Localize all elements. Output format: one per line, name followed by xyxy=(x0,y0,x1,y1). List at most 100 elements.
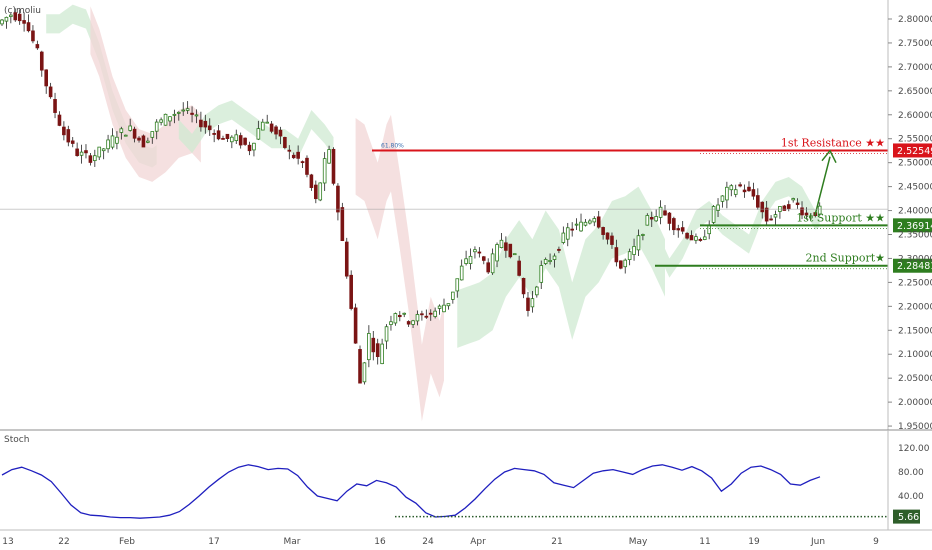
candle-body xyxy=(654,216,658,222)
price-tick-label: 1.95000 xyxy=(898,422,932,432)
candle-body xyxy=(154,121,159,132)
candle-body xyxy=(123,134,128,137)
candle-body xyxy=(676,228,681,231)
candle xyxy=(101,148,106,160)
candle-body xyxy=(733,189,738,195)
candle-body xyxy=(756,195,760,208)
candle xyxy=(97,146,102,161)
candle xyxy=(274,124,278,140)
candle xyxy=(764,200,769,225)
price-tick-label: 2.40000 xyxy=(898,207,932,217)
candle-body xyxy=(428,312,433,315)
candle xyxy=(667,211,672,231)
candle xyxy=(123,134,128,137)
candle-body xyxy=(800,207,804,216)
candle-body xyxy=(331,148,336,184)
candle xyxy=(367,325,371,368)
stoch-tick-label: 80.00 xyxy=(898,468,924,478)
candle xyxy=(13,8,18,22)
candle-body xyxy=(760,201,765,213)
candle-body xyxy=(738,184,742,187)
candle xyxy=(318,182,323,202)
candle-body xyxy=(384,326,389,342)
candle xyxy=(163,113,168,126)
candle xyxy=(477,247,482,258)
candle-body xyxy=(39,51,44,71)
candle xyxy=(751,182,756,200)
candle-body xyxy=(137,137,141,141)
candle xyxy=(159,117,163,126)
candle-body xyxy=(490,253,495,274)
candle-body xyxy=(786,204,791,210)
candle-body xyxy=(305,157,309,175)
stoch-level-tag xyxy=(893,509,920,524)
cloud-bull-3 xyxy=(457,186,665,348)
candle-body xyxy=(517,260,521,276)
level-label: 1st Resistance ★★ xyxy=(781,136,885,149)
candle-body xyxy=(0,19,4,25)
candle xyxy=(680,221,685,235)
candle xyxy=(702,229,707,241)
level-value-label: 2.36914 xyxy=(897,221,932,232)
candle-body xyxy=(530,298,535,308)
candle-body xyxy=(641,234,645,236)
candle xyxy=(75,142,79,157)
candle-body xyxy=(477,251,482,254)
candle-body xyxy=(504,242,508,251)
candle xyxy=(711,205,716,225)
candle xyxy=(747,181,751,192)
cloud-bear-2 xyxy=(355,114,444,422)
candle xyxy=(645,213,650,226)
time-tick-label: 24 xyxy=(422,537,434,547)
candle-body xyxy=(159,119,163,123)
candle xyxy=(230,135,234,149)
candle-body xyxy=(234,134,239,141)
candle xyxy=(570,222,574,237)
candle-body xyxy=(168,116,172,122)
candle-body xyxy=(283,137,287,148)
candle-body xyxy=(658,206,663,218)
candle xyxy=(557,246,561,254)
time-axis: 13 22 Feb 17 Mar 16 24 Apr 21 May 11 19 Jun 9 xyxy=(0,529,932,547)
candle xyxy=(552,253,557,268)
candle-body xyxy=(632,246,636,255)
candle-body xyxy=(636,235,641,251)
candle-body xyxy=(698,238,703,241)
candle xyxy=(548,253,552,265)
candle-body xyxy=(782,205,787,211)
candle xyxy=(79,144,84,164)
candle-body xyxy=(296,151,300,159)
candle-body xyxy=(199,119,203,128)
candle xyxy=(4,16,9,29)
candle xyxy=(53,92,57,119)
candle-body xyxy=(512,253,517,256)
candle xyxy=(473,246,477,259)
candle xyxy=(225,133,230,142)
candle xyxy=(269,121,274,134)
candle-body xyxy=(371,337,376,353)
candle xyxy=(146,137,150,144)
price-axis: 2.80000 2.75000 2.70000 2.65000 2.60000 2.550… xyxy=(887,0,932,432)
candle xyxy=(773,210,778,226)
candle-body xyxy=(221,138,225,140)
candle xyxy=(672,216,676,236)
candle xyxy=(689,230,694,241)
candle-body xyxy=(181,109,186,112)
candle-body xyxy=(742,189,747,193)
candle xyxy=(791,197,795,203)
candle xyxy=(137,136,141,143)
candle xyxy=(216,124,221,141)
candle-body xyxy=(702,236,707,240)
candle-body xyxy=(764,207,769,222)
time-tick-label: Feb xyxy=(119,537,135,547)
candle-body xyxy=(318,182,323,201)
candle-body xyxy=(190,112,194,115)
candle xyxy=(658,200,663,225)
time-tick-label: 16 xyxy=(374,537,386,547)
candle-body xyxy=(433,310,437,317)
candle-body xyxy=(93,155,97,162)
candle-body xyxy=(101,148,106,152)
candle xyxy=(800,201,804,220)
price-tick-label: 2.00000 xyxy=(898,398,932,408)
